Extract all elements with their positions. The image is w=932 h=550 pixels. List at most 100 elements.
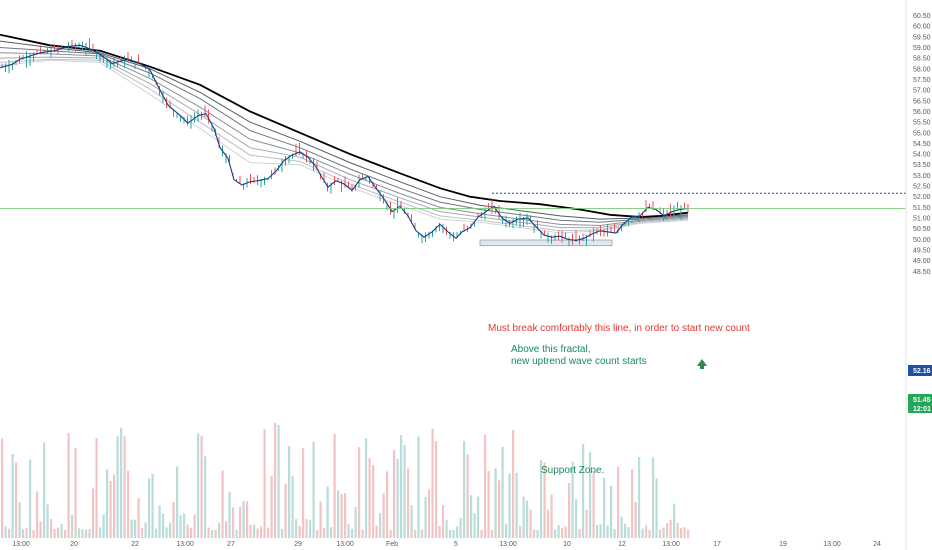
volume-bar: [29, 459, 32, 538]
volume-bar: [144, 522, 147, 538]
y-tick-label: 53.00: [913, 173, 931, 180]
volume-bar: [88, 529, 91, 538]
volume-bar: [424, 497, 427, 538]
volume-bar: [484, 434, 487, 538]
volume-bar: [372, 465, 375, 538]
volume-bar: [260, 526, 263, 538]
volume-bar: [11, 454, 14, 538]
volume-bar: [50, 519, 53, 538]
x-tick-label: 10: [563, 541, 571, 548]
volume-bar: [540, 460, 543, 538]
volume-bar: [200, 435, 203, 538]
volume-bar: [463, 440, 466, 538]
y-tick-label: 49.00: [913, 258, 931, 265]
volume-bar: [291, 476, 294, 538]
volume-bar: [522, 496, 525, 538]
volume-bar: [396, 458, 399, 538]
volume-bar: [669, 519, 672, 538]
ribbon-line: [0, 56, 689, 229]
volume-bar: [330, 527, 333, 538]
volume-bar: [368, 458, 371, 538]
price-axis[interactable]: 60.50 60.00 59.50 59.00 58.50 58.00 57.50 57.00…: [913, 13, 931, 276]
y-tick-label: 50.50: [913, 226, 931, 233]
volume-bar: [137, 498, 140, 538]
volume-bar: [312, 441, 315, 538]
volume-bar: [375, 525, 378, 538]
volume-bar: [529, 509, 532, 538]
volume-bar: [466, 454, 469, 538]
volume-bar: [533, 529, 536, 538]
volume-bar: [270, 475, 273, 538]
y-tick-label: 59.00: [913, 45, 931, 52]
volume-bar: [176, 466, 179, 538]
volume-bar: [18, 502, 21, 538]
volume-bar: [438, 526, 441, 538]
volume-bar: [365, 438, 368, 538]
volume-bar: [435, 441, 438, 538]
volume-bar: [211, 530, 214, 538]
volume-bar: [410, 505, 413, 538]
volume-bar: [361, 529, 364, 538]
volume-bar: [596, 525, 599, 538]
volume-bar: [25, 528, 28, 538]
ribbon-line: [0, 59, 689, 234]
volume-bar: [302, 448, 305, 538]
volume-bar: [676, 523, 679, 538]
volume-bar: [57, 527, 60, 538]
volume-bar: [624, 523, 627, 538]
volume-bar: [46, 504, 49, 538]
volume-bar: [487, 470, 490, 538]
volume-bar: [8, 528, 11, 538]
volume-bar: [585, 509, 588, 538]
volume-bar: [263, 429, 266, 538]
volume-bar: [197, 433, 200, 538]
volume-bar: [22, 529, 25, 538]
volume-bar: [235, 529, 238, 538]
volume-bar: [575, 499, 578, 538]
volume-bar: [442, 505, 445, 538]
volume-bar: [393, 450, 396, 538]
volume-bar: [680, 528, 683, 538]
volume-bar: [155, 528, 158, 538]
y-tick-label: 48.50: [913, 269, 931, 276]
volume-bar: [638, 457, 641, 538]
volume-bar: [253, 524, 256, 538]
y-tick-label: 52.50: [913, 184, 931, 191]
volume-bar: [480, 529, 483, 538]
volume-bar: [498, 480, 501, 538]
x-tick-label: Feb: [386, 541, 398, 548]
volume-bar: [494, 468, 497, 538]
last-price-tag: 51.45 12:01: [908, 394, 932, 413]
time-axis[interactable]: 13:00 20 22 13:00 27 29 13:00 Feb 5 13:00 10 12 13:0…: [12, 541, 881, 548]
y-tick-label: 55.00: [913, 130, 931, 137]
volume-bar: [358, 447, 361, 538]
volume-bar: [102, 514, 105, 538]
volume-bar: [267, 527, 270, 538]
volume-bar: [428, 489, 431, 538]
volume-bar: [610, 485, 613, 538]
y-tick-label: 56.00: [913, 109, 931, 116]
volume-bar: [172, 502, 175, 538]
volume-bar: [431, 428, 434, 538]
volume-bar: [225, 521, 228, 538]
volume-bar: [400, 435, 403, 538]
volume-bars: [1, 422, 690, 538]
volume-bar: [179, 515, 182, 538]
volume-bar: [249, 525, 252, 538]
volume-bar: [459, 517, 462, 538]
volume-bar: [169, 522, 172, 538]
volume-bar: [407, 468, 410, 538]
ribbon-line: [0, 58, 689, 232]
volume-bar: [277, 424, 280, 538]
volume-bar: [515, 472, 518, 538]
volume-bar: [81, 529, 84, 538]
volume-bar: [414, 530, 417, 538]
volume-bar: [351, 529, 354, 538]
volume-bar: [141, 528, 144, 538]
y-tick-label: 51.00: [913, 216, 931, 223]
x-tick-label: 22: [131, 541, 139, 548]
volume-bar: [4, 526, 7, 538]
volume-bar: [95, 438, 98, 538]
